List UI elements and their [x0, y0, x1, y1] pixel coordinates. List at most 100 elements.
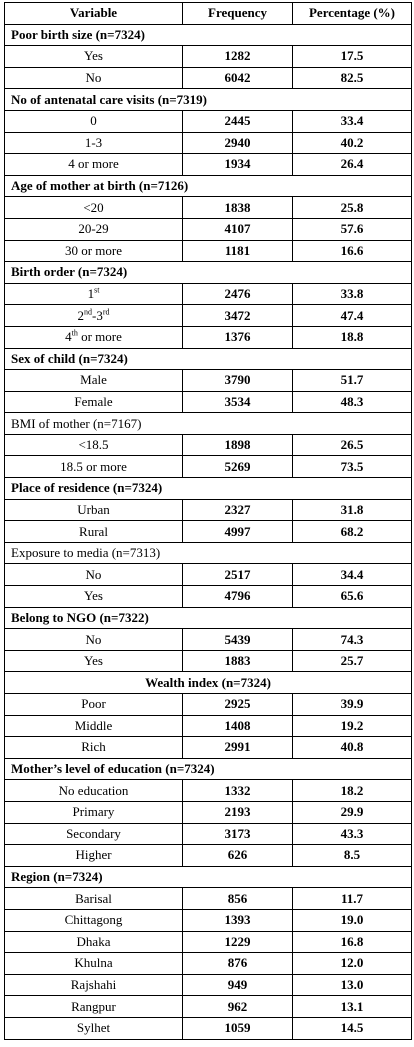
section-row: Region (n=7324) [4, 865, 412, 889]
category-cell: Yes [4, 45, 183, 68]
frequency-cell: 626 [182, 844, 293, 867]
percentage-cell: 25.8 [292, 196, 412, 219]
table-row: 20-29 4107 57.6 [4, 217, 412, 241]
frequency-cell: 2327 [182, 498, 293, 522]
percentage-cell: 82.5 [292, 66, 412, 90]
table-row: 2nd-3rd 3472 47.4 [4, 304, 412, 327]
percentage-cell: 17.5 [292, 45, 412, 68]
percentage-cell: 39.9 [292, 693, 412, 716]
category-cell: 30 or more [4, 239, 183, 263]
frequency-cell: 949 [182, 973, 293, 997]
category-cell: 2nd-3rd [4, 304, 183, 327]
section-row: Age of mother at birth (n=7126) [4, 174, 412, 198]
frequency-cell: 1408 [182, 714, 293, 738]
percentage-cell: 68.2 [292, 520, 412, 543]
percentage-cell: 26.4 [292, 153, 412, 176]
frequency-cell: 5439 [182, 628, 293, 651]
frequency-cell: 3173 [182, 822, 293, 846]
section-row: Poor birth size (n=7324) [4, 23, 412, 47]
table-row: Middle 1408 19.2 [4, 714, 412, 738]
frequency-cell: 6042 [182, 66, 293, 90]
table-row: Barisal 856 11.7 [4, 887, 412, 910]
category-cell: Urban [4, 498, 183, 522]
table-row: No 5439 74.3 [4, 628, 412, 651]
table-row: Yes 1282 17.5 [4, 45, 412, 68]
frequency-cell: 1898 [182, 433, 293, 457]
frequency-cell: 1393 [182, 908, 293, 932]
category-cell: Male [4, 369, 183, 392]
section-title: Belong to NGO (n=7322) [4, 606, 412, 630]
percentage-cell: 11.7 [292, 887, 412, 910]
category-cell: Yes [4, 649, 183, 673]
ordinal-suffix: rd [102, 307, 110, 317]
table-row: Rural 4997 68.2 [4, 520, 412, 543]
category-cell: Yes [4, 585, 183, 608]
category-cell: Rajshahi [4, 973, 183, 997]
table-body: Poor birth size (n=7324) Yes 1282 17.5 No 604… [4, 23, 412, 1040]
table-row: <18.5 1898 26.5 [4, 433, 412, 457]
frequency-cell: 876 [182, 952, 293, 975]
category-cell: Middle [4, 714, 183, 738]
section-row: Wealth index (n=7324) [4, 671, 412, 694]
percentage-cell: 51.7 [292, 369, 412, 392]
section-title: Sex of child (n=7324) [4, 347, 412, 371]
frequency-cell: 3472 [182, 304, 293, 327]
section-title: Poor birth size (n=7324) [4, 23, 412, 47]
category-cell: 20-29 [4, 217, 183, 241]
percentage-cell: 31.8 [292, 498, 412, 522]
category-cell: 4 or more [4, 153, 183, 176]
frequency-table: Variable Frequency Percentage (%) Poor b… [4, 2, 412, 1040]
frequency-cell: 1229 [182, 930, 293, 954]
percentage-cell: 13.1 [292, 995, 412, 1018]
percentage-cell: 25.7 [292, 649, 412, 673]
percentage-cell: 40.8 [292, 736, 412, 759]
percentage-cell: 34.4 [292, 563, 412, 587]
frequency-cell: 2991 [182, 736, 293, 759]
percentage-cell: 12.0 [292, 952, 412, 975]
table-row: 1-3 2940 40.2 [4, 131, 412, 155]
table-row: Rajshahi 949 13.0 [4, 973, 412, 997]
header-frequency: Frequency [182, 2, 293, 25]
table-row: 18.5 or more 5269 73.5 [4, 455, 412, 479]
percentage-cell: 26.5 [292, 433, 412, 457]
section-row: Place of residence (n=7324) [4, 477, 412, 500]
percentage-cell: 47.4 [292, 304, 412, 327]
percentage-cell: 33.4 [292, 109, 412, 133]
frequency-cell: 2940 [182, 131, 293, 155]
table-row: Male 3790 51.7 [4, 369, 412, 392]
frequency-cell: 856 [182, 887, 293, 910]
frequency-cell: 1883 [182, 649, 293, 673]
section-row: BMI of mother (n=7167) [4, 412, 412, 435]
table-row: Primary 2193 29.9 [4, 800, 412, 824]
table-row: 30 or more 1181 16.6 [4, 239, 412, 263]
category-cell: No [4, 563, 183, 587]
percentage-cell: 18.8 [292, 325, 412, 349]
table-row: Urban 2327 31.8 [4, 498, 412, 522]
frequency-cell: 1282 [182, 45, 293, 68]
percentage-cell: 43.3 [292, 822, 412, 846]
table-row: Dhaka 1229 16.8 [4, 930, 412, 954]
percentage-cell: 65.6 [292, 585, 412, 608]
frequency-cell: 4997 [182, 520, 293, 543]
table-row: Female 3534 48.3 [4, 390, 412, 414]
section-title: Wealth index (n=7324) [4, 671, 412, 694]
frequency-cell: 2925 [182, 693, 293, 716]
category-text: 2 [77, 307, 84, 323]
percentage-cell: 14.5 [292, 1016, 412, 1040]
percentage-cell: 19.2 [292, 714, 412, 738]
category-cell: Khulna [4, 952, 183, 975]
frequency-cell: 4107 [182, 217, 293, 241]
percentage-cell: 33.8 [292, 282, 412, 306]
category-text: or more [77, 329, 122, 345]
percentage-cell: 57.6 [292, 217, 412, 241]
table-row: 4th or more 1376 18.8 [4, 325, 412, 349]
section-title: BMI of mother (n=7167) [4, 412, 412, 435]
section-title: Exposure to media (n=7313) [4, 541, 412, 565]
frequency-cell: 1376 [182, 325, 293, 349]
percentage-cell: 16.8 [292, 930, 412, 954]
percentage-cell: 40.2 [292, 131, 412, 155]
table-row: Secondary 3173 43.3 [4, 822, 412, 846]
frequency-cell: 2476 [182, 282, 293, 306]
category-cell: Rich [4, 736, 183, 759]
category-cell: <18.5 [4, 433, 183, 457]
